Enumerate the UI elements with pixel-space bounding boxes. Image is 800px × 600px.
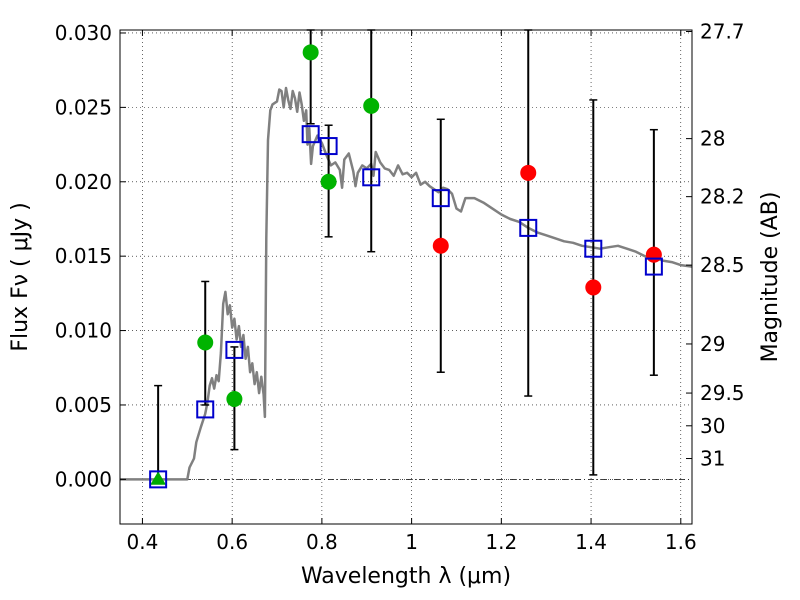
observed-markers <box>150 44 662 485</box>
observed-point <box>226 391 243 408</box>
x-tick-label: 1 <box>405 530 418 554</box>
observed-point <box>645 246 662 263</box>
x-tick-label: 0.8 <box>306 530 338 554</box>
observed-point <box>585 279 602 296</box>
y-tick-label: 0.010 <box>55 319 112 343</box>
y2-tick-labels: 27.7 28 28.2 28.5 29 29.5 30 31 <box>700 19 745 470</box>
model-photometry-point <box>519 218 538 237</box>
y2-tick-label: 30 <box>700 414 725 438</box>
y2-tick-label: 28 <box>700 127 725 151</box>
model-photometry-point <box>362 168 381 187</box>
model-photometry-point <box>149 470 168 489</box>
plot-frame <box>119 29 693 525</box>
model-photometry-markers <box>149 125 663 489</box>
model-photometry-point <box>584 239 603 258</box>
y2-tick-label: 29.5 <box>700 381 745 405</box>
y-tick-label: 0.015 <box>55 244 112 268</box>
x-tick-label: 1.6 <box>665 530 697 554</box>
y-tick-label: 0.025 <box>55 95 112 119</box>
observed-point <box>150 471 167 485</box>
observed-point <box>363 97 380 114</box>
y-tick-label: 0.000 <box>55 467 112 491</box>
x-tick-label: 0.4 <box>127 530 159 554</box>
observed-point <box>197 334 214 351</box>
model-photometry-point <box>644 257 663 276</box>
model-photometry-point <box>319 137 338 156</box>
y-tick-label: 0.030 <box>55 21 112 45</box>
y2-tick-label: 28.5 <box>700 253 745 277</box>
x-tick-labels: 0.4 0.6 0.8 1 1.2 1.4 1.6 <box>127 530 697 554</box>
observed-point <box>520 164 537 181</box>
observed-point <box>320 173 337 190</box>
axis-ticks <box>120 30 692 524</box>
x-tick-label: 1.2 <box>485 530 517 554</box>
model-photometry-point <box>301 125 320 144</box>
x-tick-label: 1.4 <box>575 530 607 554</box>
y2-tick-label: 31 <box>700 447 725 471</box>
observed-point <box>432 237 449 254</box>
y2-tick-label: 29 <box>700 332 725 356</box>
x-axis-label: Wavelength λ (μm) <box>301 564 511 589</box>
model-photometry-point <box>196 400 215 419</box>
y2-tick-label: 28.2 <box>700 185 745 209</box>
y-tick-label: 0.005 <box>55 393 112 417</box>
error-bars <box>154 29 658 480</box>
grid <box>120 30 692 524</box>
y2-axis-label: Magnitude (AB) <box>758 192 783 363</box>
model-photometry-point <box>431 189 450 208</box>
y-axis-label: Flux Fν ( μJy ) <box>8 202 33 351</box>
x-tick-label: 0.6 <box>216 530 248 554</box>
y-tick-labels: 0.000 0.005 0.010 0.015 0.020 0.025 0.030 <box>55 21 112 491</box>
y-tick-label: 0.020 <box>55 170 112 194</box>
y2-tick-label: 27.7 <box>700 19 745 43</box>
observed-point <box>302 44 319 61</box>
model-photometry-point <box>225 340 244 359</box>
